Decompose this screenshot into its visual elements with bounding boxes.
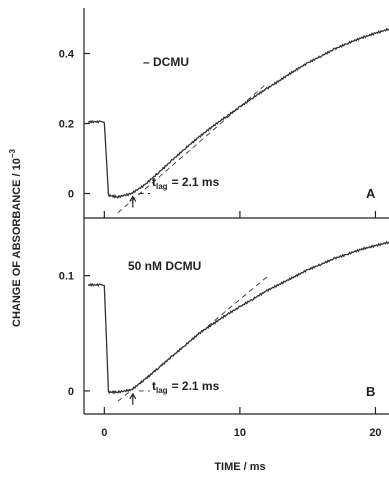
panel-a: 0 0.2 0.4 – DCMU tlag = 2.1 ms A <box>59 8 389 219</box>
panel-a-annotation: – DCMU <box>143 55 189 69</box>
x-tick-label: 10 <box>234 427 246 439</box>
panel-a-tlag-label: tlag = 2.1 ms <box>152 175 220 191</box>
y-axis-title: CHANGE OF ABSORBANCE / 10−3 <box>8 148 23 327</box>
x-tick-label: 20 <box>369 427 381 439</box>
panel-a-x-ticks <box>103 211 377 218</box>
panel-b-x-ticks <box>103 407 377 414</box>
panel-b-y-ticks: 00.1 <box>59 271 90 398</box>
panel-b-tlag-label: tlag = 2.1 ms <box>152 379 220 395</box>
x-axis-title: TIME / ms <box>214 461 265 473</box>
panel-a-series-line <box>87 27 389 199</box>
panel-a-y-tick-label: 0.2 <box>59 119 74 131</box>
panel-a-y-tick-label: 0.4 <box>59 49 75 61</box>
panel-a-y-tick-label: 0 <box>68 189 74 201</box>
panel-b-arrow-head <box>129 392 137 400</box>
x-tick-labels: 0 10 20 <box>101 427 381 439</box>
panel-b-lag-arrow <box>129 392 137 405</box>
panel-b: 00.1 50 nM DCMU tlag = 2.1 ms B <box>59 218 389 415</box>
panel-b-y-tick-label: 0 <box>68 386 74 398</box>
panel-b-annotation: 50 nM DCMU <box>128 259 201 273</box>
panel-b-series-line <box>87 240 389 395</box>
panel-a-lag-arrow <box>129 195 137 208</box>
panel-a-arrow-head <box>129 195 137 202</box>
panel-b-label: B <box>366 384 375 399</box>
panel-a-y-ticks: 0 0.2 0.4 <box>59 49 90 201</box>
panel-b-y-tick-label: 0.1 <box>59 271 74 283</box>
panel-a-label: A <box>366 186 376 201</box>
x-tick-label: 0 <box>101 427 107 439</box>
